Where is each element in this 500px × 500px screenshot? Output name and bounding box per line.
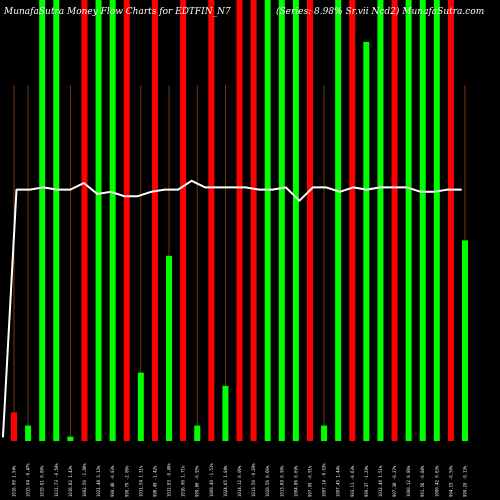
x-tick-label-11: 1012.83 -0.40% (167, 463, 172, 497)
bar-7 (109, 0, 116, 441)
x-tick-label-30: 1000.42 0.63% (434, 465, 439, 497)
bar-12 (180, 0, 187, 441)
bar-9 (137, 372, 144, 441)
x-tick-label-1: 1015.04 -0.47% (26, 463, 31, 497)
x-tick-label-26: 1012.40 1.51% (378, 465, 383, 497)
bar-series (11, 0, 468, 442)
x-tick-label-16: 1014.12 0.06% (237, 465, 242, 497)
bar-21 (306, 0, 313, 441)
x-tick-label-20: 1004.86 0.69% (293, 465, 298, 497)
x-tick-label-10: 998.49 -1.42% (152, 465, 157, 497)
bar-15 (222, 385, 229, 441)
x-tick-label-29: 991.56 -0.88% (420, 465, 425, 497)
bar-16 (236, 0, 243, 441)
bar-30 (433, 0, 440, 441)
bar-27 (391, 0, 398, 441)
bar-29 (419, 0, 426, 441)
chart-title-right: (Series: 8.98% Sr.vii Ncd2) MunafaSutra.… (276, 6, 484, 17)
money-flow-line (2, 179, 462, 438)
x-tick-label-28: 1000.12 0.86% (406, 465, 411, 497)
bar-24 (349, 0, 356, 441)
x-tick-label-23: 1007.45 1.44% (336, 465, 341, 497)
bar-17 (250, 0, 257, 441)
bar-5 (81, 0, 88, 441)
bar-26 (377, 0, 384, 441)
bar-1 (25, 425, 32, 441)
x-tick-label-13: 999.80 -0.95% (195, 465, 200, 497)
bar-31 (447, 0, 454, 441)
x-tick-label-12: 1016.90 1.71% (181, 465, 186, 497)
bar-13 (194, 425, 201, 441)
bar-20 (292, 0, 299, 441)
x-tick-label-9: 1011.54 1.31% (138, 465, 143, 497)
x-tick-label-14: 1009.40 -1.51% (209, 463, 214, 497)
x-tick-label-4: 1016.82 1.43% (68, 465, 73, 497)
x-tick-label-3: 1011.73 -0.50% (54, 463, 59, 497)
x-tick-label-6: 1021.48 3.13% (96, 465, 101, 497)
bar-8 (123, 0, 130, 441)
x-tick-label-8: 990.79 -2.06% (124, 465, 129, 497)
x-tick-label-25: 999.37 -1.29% (364, 465, 369, 497)
bar-19 (278, 0, 285, 441)
x-tick-label-32: 999.20 -0.13% (463, 465, 468, 497)
x-tick-label-2: 1019.81 0.80% (40, 465, 45, 497)
x-tick-label-0: 1016.00 1.54% (12, 465, 17, 497)
x-tick-label-7: 990.48 -0.03% (110, 465, 115, 497)
x-tick-label-31: 994.15 -0.50% (448, 465, 453, 497)
bar-14 (208, 0, 215, 441)
bar-23 (335, 0, 342, 441)
x-tick-label-22: 1007.14 -0.03% (322, 463, 327, 497)
bar-0 (11, 412, 17, 441)
bar-32 (462, 240, 468, 441)
x-tick-label-19: 1013.89 0.90% (279, 465, 284, 497)
x-tick-label-21: 997.99 -0.91% (307, 465, 312, 497)
x-tick-label-27: 997.38 -0.27% (392, 465, 397, 497)
bar-4 (67, 436, 74, 441)
x-tick-label-18: 1020.56 0.66% (265, 465, 270, 497)
bar-3 (53, 0, 60, 441)
bar-18 (264, 0, 271, 441)
bar-10 (151, 0, 158, 441)
bar-2 (39, 0, 46, 441)
bar-6 (95, 0, 102, 441)
bar-25 (363, 41, 370, 442)
x-tick-label-17: 1013.50 -0.69% (251, 463, 256, 497)
x-axis-labels: 1016.00 1.54% 1015.04 -0.47% 1019.81 0.80%… (12, 463, 468, 497)
x-tick-label-24: 993.11 -0.63% (350, 465, 355, 497)
bar-11 (166, 255, 173, 441)
bar-22 (321, 425, 328, 441)
bar-28 (405, 0, 412, 441)
chart-title-left: MunafaSutra Money Flow Charts for EDTFIN… (3, 7, 231, 17)
x-tick-label-15: 1024.65 1.04% (223, 465, 228, 497)
x-tick-label-5: 1002.50 -1.86% (82, 463, 87, 497)
